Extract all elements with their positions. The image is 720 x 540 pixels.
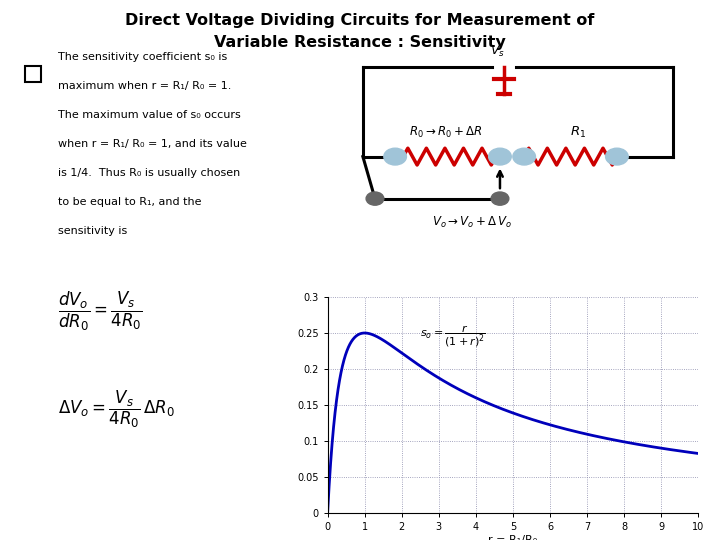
- Text: $R_1$: $R_1$: [570, 125, 587, 140]
- Text: to be equal to R₁, and the: to be equal to R₁, and the: [58, 198, 202, 207]
- Text: $\dfrac{dV_o}{dR_0} = \dfrac{V_s}{4R_0}$: $\dfrac{dV_o}{dR_0} = \dfrac{V_s}{4R_0}$: [58, 289, 143, 333]
- Text: $s_o = \dfrac{r}{\left(1+r\right)^2}$: $s_o = \dfrac{r}{\left(1+r\right)^2}$: [420, 324, 486, 349]
- Circle shape: [491, 192, 509, 205]
- Text: is 1/4.  Thus R₀ is usually chosen: is 1/4. Thus R₀ is usually chosen: [58, 168, 240, 178]
- Text: sensitivity is: sensitivity is: [58, 226, 127, 237]
- Circle shape: [606, 148, 628, 165]
- Text: $V_s$: $V_s$: [490, 44, 505, 59]
- Text: The maximum value of s₀ occurs: The maximum value of s₀ occurs: [58, 110, 240, 120]
- Circle shape: [513, 148, 536, 165]
- Text: when r = R₁/ R₀ = 1, and its value: when r = R₁/ R₀ = 1, and its value: [58, 139, 247, 150]
- Text: Variable Resistance : Sensitivity: Variable Resistance : Sensitivity: [214, 35, 506, 50]
- Text: $R_0 \rightarrow R_0 + \Delta R$: $R_0 \rightarrow R_0 + \Delta R$: [409, 125, 482, 140]
- FancyBboxPatch shape: [24, 66, 41, 82]
- Circle shape: [489, 148, 511, 165]
- Circle shape: [366, 192, 384, 205]
- Text: $\Delta V_o = \dfrac{V_s}{4R_0}\,\Delta R_0$: $\Delta V_o = \dfrac{V_s}{4R_0}\,\Delta …: [58, 389, 175, 430]
- Text: maximum when r = R₁/ R₀ = 1.: maximum when r = R₁/ R₀ = 1.: [58, 82, 231, 91]
- Text: $V_o \rightarrow V_o + \Delta\,V_o$: $V_o \rightarrow V_o + \Delta\,V_o$: [431, 215, 512, 230]
- Circle shape: [384, 148, 406, 165]
- Text: Direct Voltage Dividing Circuits for Measurement of: Direct Voltage Dividing Circuits for Mea…: [125, 14, 595, 29]
- X-axis label: r = R₁/R₀: r = R₁/R₀: [488, 535, 538, 540]
- Text: The sensitivity coefficient s₀ is: The sensitivity coefficient s₀ is: [58, 52, 227, 62]
